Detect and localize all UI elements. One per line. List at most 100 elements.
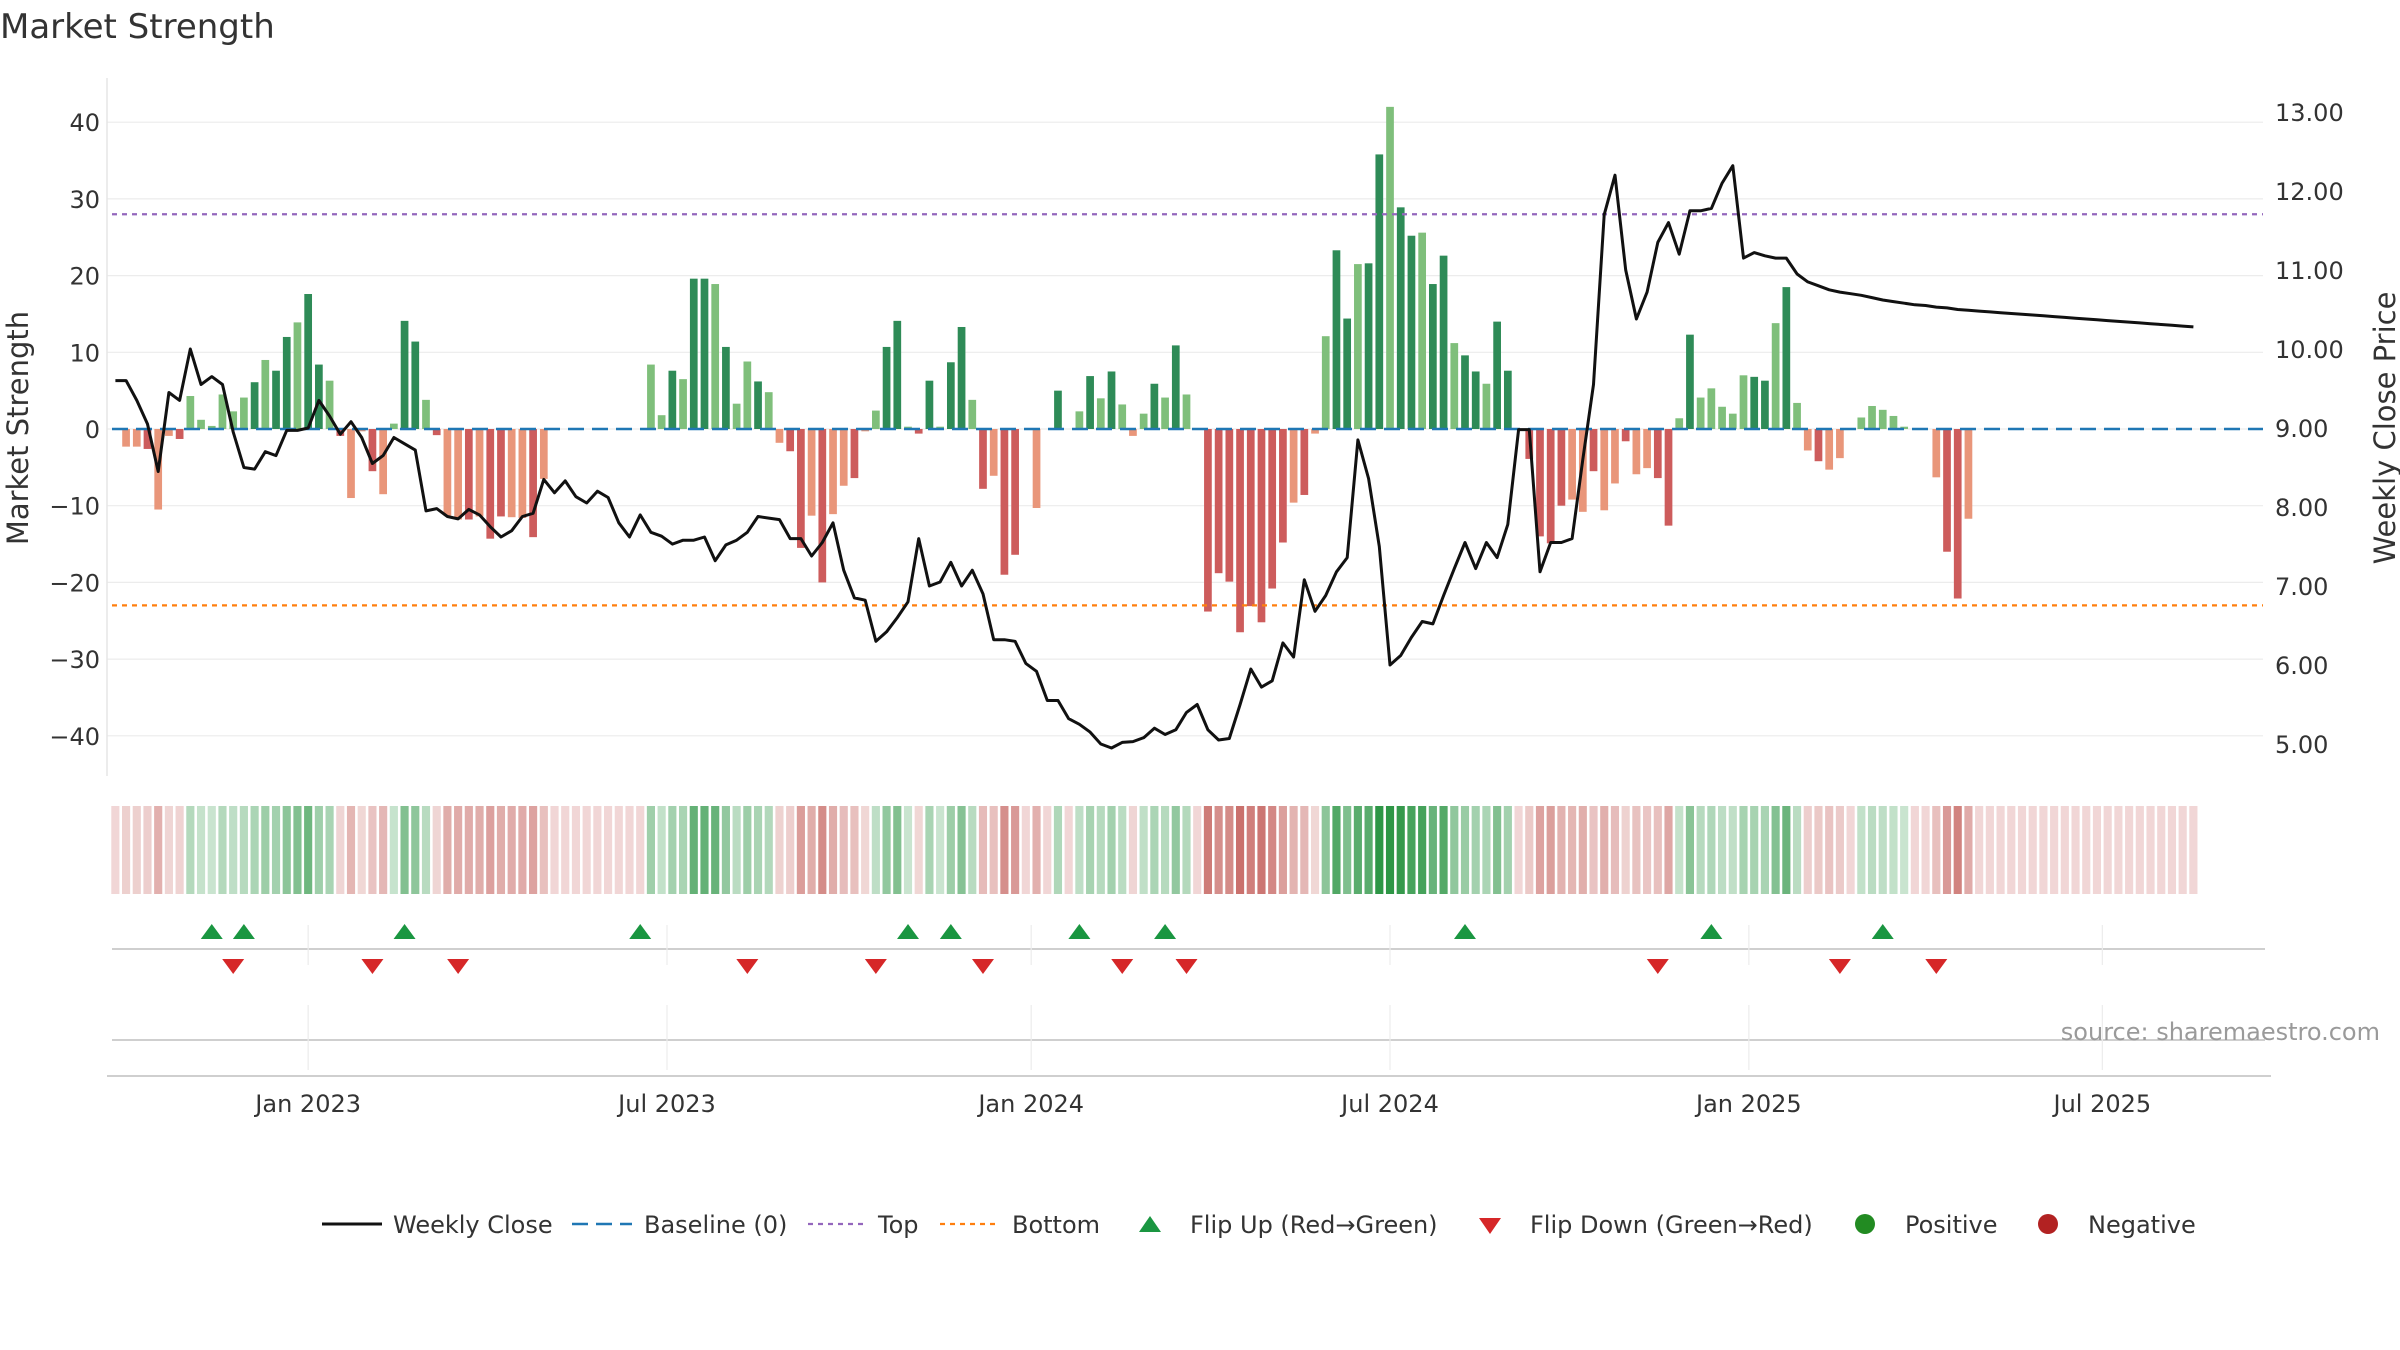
heat-cell: [443, 806, 452, 894]
strength-bar: [1150, 383, 1159, 429]
heat-cell: [368, 806, 377, 894]
strength-bar: [1750, 376, 1759, 429]
strength-bar: [1493, 321, 1501, 429]
heat-cell: [1867, 806, 1877, 894]
strength-bar: [647, 364, 655, 429]
strength-bar: [1728, 413, 1737, 429]
heat-cell: [1257, 806, 1266, 894]
heat-cell: [175, 806, 184, 894]
heat-cell: [689, 806, 698, 894]
heat-cell: [839, 806, 848, 894]
strength-bar: [1600, 429, 1609, 511]
legend-negative-icon: [2038, 1214, 2058, 1234]
strength-bar: [786, 429, 795, 452]
strength-bar: [379, 429, 387, 495]
strength-bar: [893, 320, 902, 429]
strength-bar: [1771, 323, 1780, 429]
heat-cell: [143, 806, 152, 894]
strength-bar: [486, 429, 495, 539]
heat-cell: [271, 806, 281, 894]
strength-bar: [1161, 397, 1169, 429]
heat-cell: [593, 806, 602, 894]
heat-cell: [614, 806, 623, 894]
strength-bar: [422, 399, 430, 429]
strength-bar: [1718, 406, 1726, 429]
heat-cell: [678, 806, 688, 894]
strength-bar: [1782, 287, 1791, 429]
heat-cell: [1814, 806, 1823, 894]
heat-cell: [1942, 806, 1952, 894]
heat-cell: [1364, 806, 1373, 894]
heat-cell: [1385, 806, 1395, 894]
heat-cell: [646, 806, 655, 894]
heat-cell: [561, 806, 570, 894]
strength-bar: [1386, 106, 1394, 430]
legend-label: Negative: [2088, 1211, 2196, 1239]
strength-bar: [143, 429, 152, 449]
heat-cell: [1235, 806, 1245, 894]
strength-bar: [1439, 255, 1448, 429]
heat-cell: [261, 806, 270, 894]
heat-cell: [314, 806, 323, 894]
strength-bar: [1536, 429, 1544, 537]
close-line-group: [115, 164, 2194, 750]
strength-bar: [1279, 429, 1287, 543]
strength-bar: [1803, 429, 1812, 451]
strength-bar: [1557, 429, 1566, 506]
heat-cell: [346, 806, 356, 894]
strength-bar: [979, 429, 987, 489]
heat-cell: [936, 806, 945, 894]
heat-cell: [903, 806, 913, 894]
heat-cell: [1643, 806, 1652, 894]
heat-cell: [786, 806, 795, 894]
date-tick-label: Jan 2023: [253, 1090, 361, 1118]
strength-bar: [432, 429, 441, 436]
heat-cell: [1182, 806, 1191, 894]
strength-bar: [293, 322, 302, 429]
heat-cell: [164, 806, 173, 894]
strength-bar: [807, 429, 816, 516]
heat-cell: [518, 806, 527, 894]
heat-cell: [229, 806, 238, 894]
date-tick-label: Jul 2025: [2051, 1090, 2151, 1118]
strength-bar: [1675, 418, 1684, 429]
heat-cell: [2178, 806, 2187, 894]
heat-cell: [1760, 806, 1769, 894]
heat-cell: [421, 806, 431, 894]
flip-up-marker: [897, 924, 920, 939]
heat-cell: [807, 806, 816, 894]
heat-cell: [1910, 806, 1919, 894]
strength-bar: [1204, 429, 1212, 612]
strength-bar: [1621, 429, 1630, 442]
y-axis-label: Market Strength: [1, 311, 35, 545]
heat-cell: [1321, 806, 1330, 894]
strength-tick-label: 20: [69, 263, 100, 291]
heat-cell: [1889, 806, 1898, 894]
heat-cell: [1128, 806, 1138, 894]
heat-cell: [2157, 806, 2166, 894]
strength-bar: [1482, 383, 1491, 429]
heat-cell: [828, 806, 838, 894]
strength-bar: [957, 326, 966, 429]
flip-up-marker: [232, 924, 255, 939]
weekly-close-line: [115, 164, 2194, 750]
strength-bar: [1129, 429, 1137, 436]
strength-bar: [989, 429, 998, 476]
heat-cell: [2082, 806, 2091, 894]
flip-down-marker: [1925, 959, 1948, 974]
strength-bar: [1321, 336, 1330, 429]
heat-cell: [1086, 806, 1095, 894]
flip-down-marker: [222, 959, 245, 974]
strength-bar: [1932, 429, 1941, 478]
strength-bar: [1450, 343, 1459, 429]
y2-axis-label: Weekly Close Price: [2368, 292, 2400, 565]
heat-cell: [1161, 806, 1170, 894]
heat-cell: [2092, 806, 2102, 894]
strength-bar: [315, 364, 323, 429]
strength-bar: [1686, 334, 1694, 429]
heat-cell: [1835, 806, 1844, 894]
heat-cell: [1718, 806, 1727, 894]
strength-bar: [518, 429, 527, 518]
heat-cell: [432, 806, 441, 894]
heat-cell: [1439, 806, 1448, 894]
